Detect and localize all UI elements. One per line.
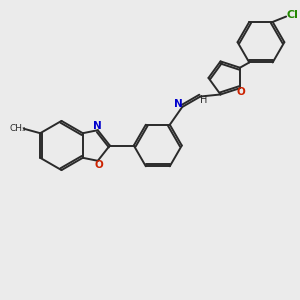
Text: N: N xyxy=(93,121,102,131)
Text: O: O xyxy=(236,87,245,97)
Text: O: O xyxy=(94,160,103,170)
Text: Cl: Cl xyxy=(286,10,298,20)
Text: H: H xyxy=(200,95,207,105)
Text: N: N xyxy=(174,99,183,109)
Text: CH₃: CH₃ xyxy=(10,124,27,133)
